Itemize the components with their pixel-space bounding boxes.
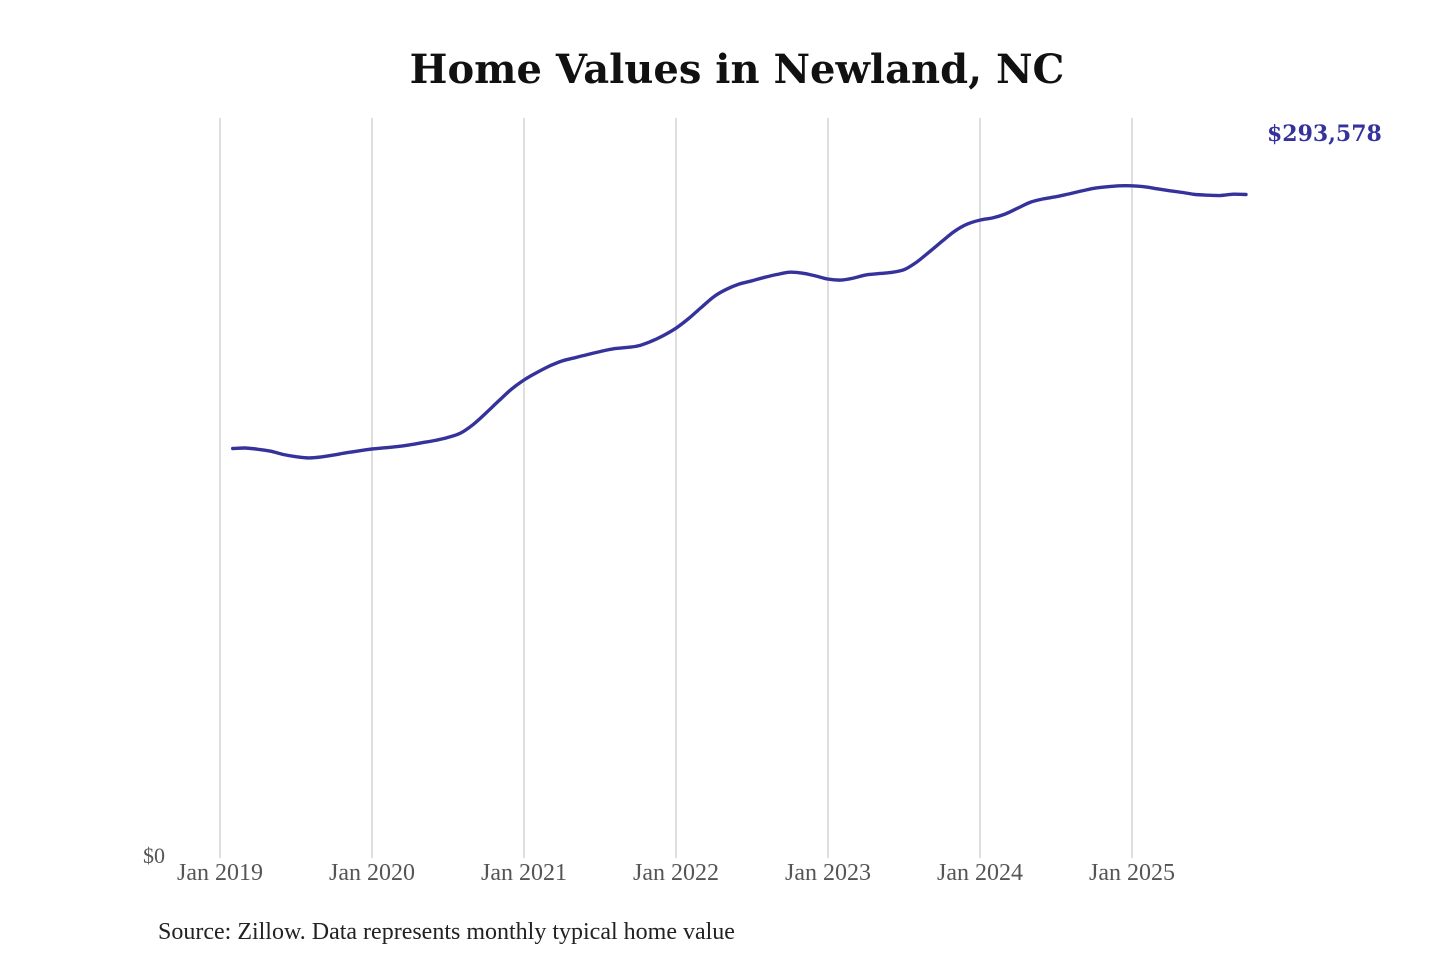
data-point (497, 399, 501, 403)
data-point (763, 275, 767, 279)
data-point (294, 455, 298, 459)
data-point (674, 326, 678, 330)
data-point (269, 449, 273, 453)
data-point (1029, 200, 1033, 204)
data-point (915, 260, 919, 264)
data-point (522, 378, 526, 382)
data-point (1155, 187, 1159, 191)
data-point (889, 270, 893, 274)
data-point (864, 273, 868, 277)
data-point (965, 222, 969, 226)
data-point (623, 346, 627, 350)
data-point (560, 359, 564, 363)
data-point (1003, 212, 1007, 216)
chart-title: Home Values in Newland, NC (410, 46, 1065, 93)
data-point (801, 271, 805, 275)
data-point (991, 216, 995, 220)
x-tick-label: Jan 2021 (481, 860, 567, 886)
data-point (231, 447, 235, 451)
data-point (332, 453, 336, 457)
data-point (1130, 184, 1134, 188)
data-point (687, 317, 691, 321)
data-point (281, 453, 285, 457)
data-point (547, 364, 551, 368)
source-note: Source: Zillow. Data represents monthly … (158, 919, 735, 945)
data-point (940, 239, 944, 243)
data-point (699, 305, 703, 309)
data-point (1231, 192, 1235, 196)
x-tick-label: Jan 2019 (177, 860, 263, 886)
data-point (851, 276, 855, 280)
data-point (611, 347, 615, 351)
data-point (1244, 193, 1248, 197)
data-point (1206, 193, 1210, 197)
x-tick-label: Jan 2023 (785, 860, 871, 886)
series-line (231, 184, 1248, 460)
data-point (370, 447, 374, 451)
data-point (484, 411, 488, 415)
data-point (788, 270, 792, 274)
data-point (877, 272, 881, 276)
data-point (1219, 194, 1223, 198)
data-point (927, 250, 931, 254)
x-tick-label: Jan 2020 (329, 860, 415, 886)
data-point (1105, 185, 1109, 189)
data-point (649, 340, 653, 344)
end-value-label: $293,578 (1267, 121, 1382, 147)
data-point (408, 443, 412, 447)
data-point (636, 344, 640, 348)
x-axis-ticks: Jan 2019 Jan 2020 Jan 2021 Jan 2022 Jan 2023… (177, 860, 1175, 886)
data-point (243, 446, 247, 450)
data-point (1079, 189, 1083, 193)
data-point (1054, 195, 1058, 199)
data-point (256, 447, 260, 451)
data-point (446, 435, 450, 439)
data-point (357, 449, 361, 453)
data-point (307, 456, 311, 460)
data-point (750, 279, 754, 283)
data-point (395, 445, 399, 449)
data-point (1117, 184, 1121, 188)
data-point (509, 387, 513, 391)
data-point (433, 438, 437, 442)
data-point (319, 455, 323, 459)
gridlines (219, 118, 1133, 858)
x-tick-label: Jan 2025 (1089, 860, 1175, 886)
data-point (1143, 185, 1147, 189)
data-point (345, 451, 349, 455)
data-point (1041, 197, 1045, 201)
data-point (826, 277, 830, 281)
x-tick-label: Jan 2022 (633, 860, 719, 886)
data-point (598, 350, 602, 354)
data-point (459, 431, 463, 435)
data-point (573, 356, 577, 360)
y-tick-label-zero: $0 (143, 843, 165, 868)
data-point (585, 353, 589, 357)
data-point (978, 218, 982, 222)
data-point (535, 371, 539, 375)
data-point (839, 278, 843, 282)
data-point (712, 295, 716, 299)
data-point (1168, 189, 1172, 193)
data-point (471, 422, 475, 426)
data-point (902, 268, 906, 272)
data-point (1016, 206, 1020, 210)
data-point (1181, 191, 1185, 195)
data-point (953, 229, 957, 233)
data-point (737, 282, 741, 286)
data-point (421, 441, 425, 445)
data-point (775, 272, 779, 276)
data-point (1092, 186, 1096, 190)
x-tick-label: Jan 2024 (937, 860, 1023, 886)
data-point (725, 287, 729, 291)
data-point (661, 334, 665, 338)
series-layer (231, 184, 1248, 460)
data-point (383, 446, 387, 450)
data-point (1067, 192, 1071, 196)
data-point (813, 274, 817, 278)
data-point (1193, 193, 1197, 197)
